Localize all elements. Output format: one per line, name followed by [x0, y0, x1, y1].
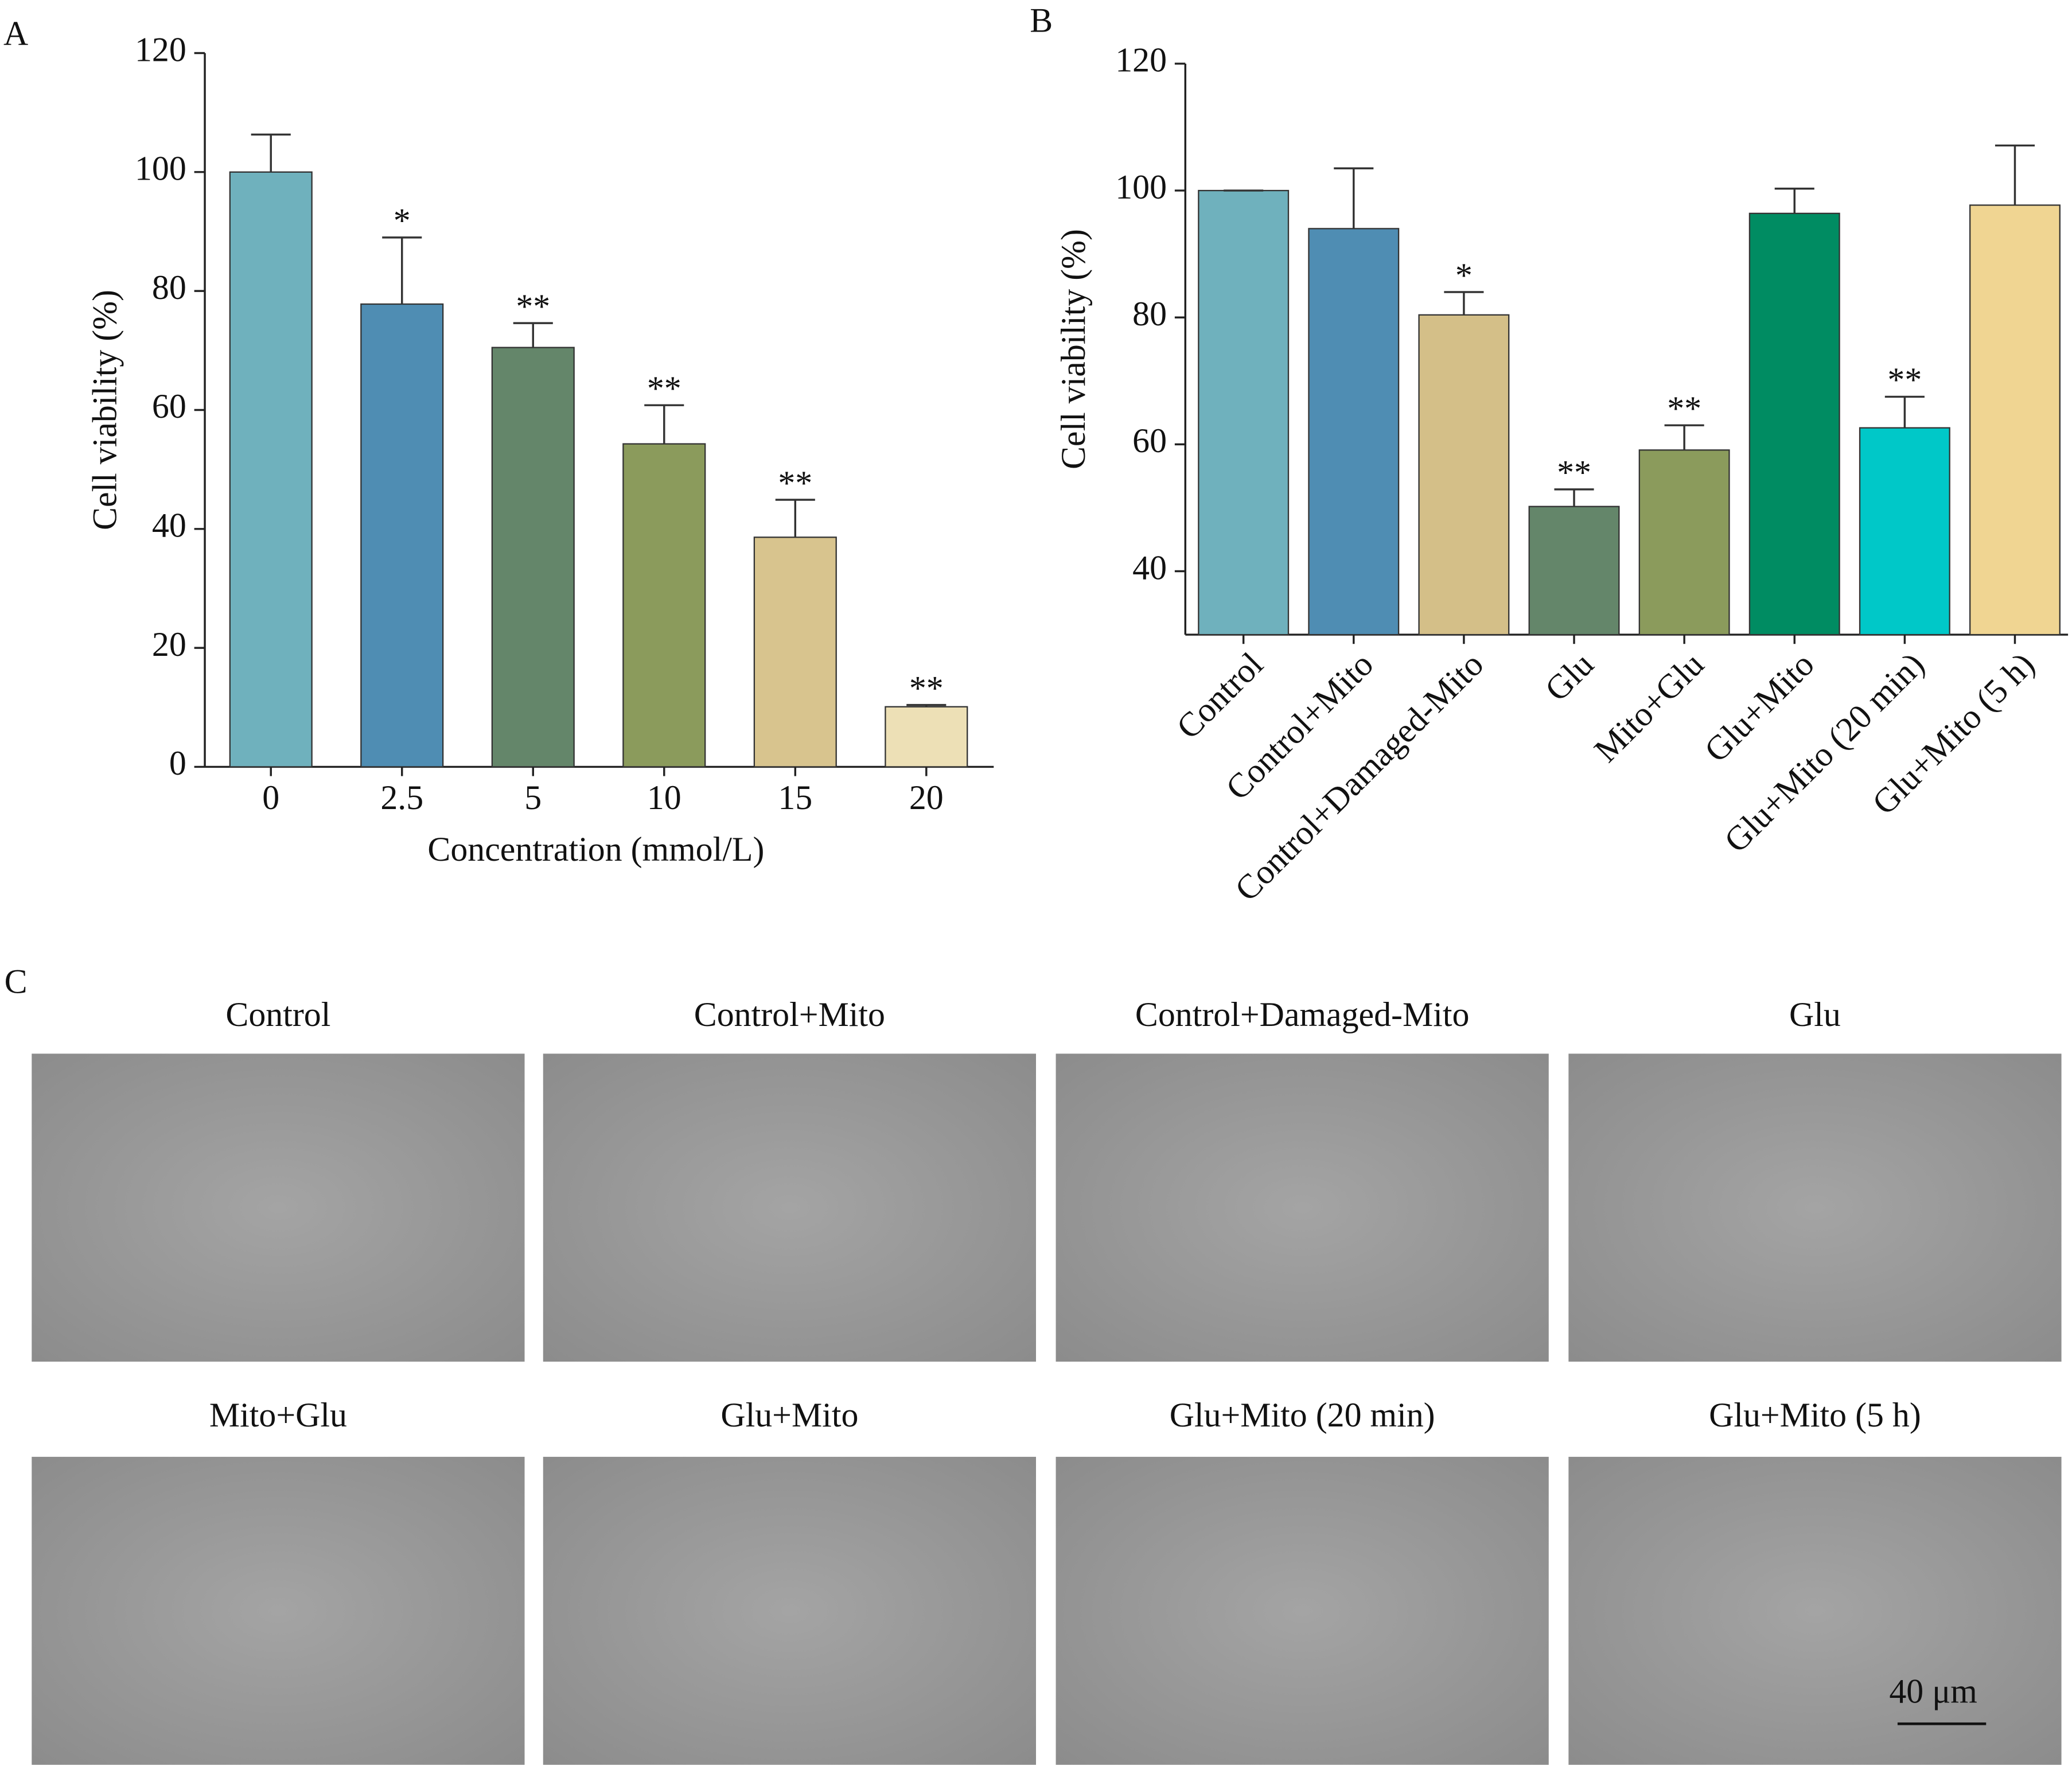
- micrograph-title: Mito+Glu: [209, 1396, 347, 1434]
- micrograph-title: Glu: [1789, 996, 1841, 1033]
- error-bar: [1664, 424, 1704, 450]
- x-tick-label: Mito+Glu: [1587, 645, 1711, 769]
- error-bar: [1995, 144, 2035, 205]
- micrograph-title: Glu+Mito: [720, 1396, 858, 1434]
- bar: [1969, 204, 2061, 636]
- bar: [1528, 506, 1620, 636]
- x-tick-label: 5: [524, 779, 542, 817]
- x-tick-label: 20: [909, 779, 944, 817]
- x-tick-label: 10: [647, 779, 681, 817]
- significance-mark: *: [394, 202, 411, 240]
- y-tick-label: 80: [152, 269, 186, 306]
- error-bar: [513, 322, 553, 348]
- bar: [1308, 228, 1400, 636]
- error-bar: [1554, 488, 1594, 507]
- micrograph: [32, 1456, 525, 1765]
- y-tick-label: 20: [152, 625, 186, 663]
- x-tick-label: Control: [1169, 645, 1270, 746]
- micrograph: [32, 1053, 525, 1362]
- bar: [753, 537, 837, 768]
- significance-mark: **: [647, 370, 681, 407]
- significance-mark: **: [516, 287, 550, 325]
- y-tick-label: 40: [1132, 549, 1167, 586]
- micrograph-title: Control+Damaged-Mito: [1135, 996, 1470, 1033]
- micrograph-title: Glu+Mito (20 min): [1170, 1396, 1435, 1434]
- error-bar: [251, 133, 291, 172]
- y-tick-label: 60: [152, 387, 186, 425]
- bar: [229, 171, 313, 768]
- error-bar: [1884, 395, 1925, 428]
- y-axis-label: Cell viability (%): [1054, 229, 1092, 469]
- micrograph: [543, 1456, 1036, 1765]
- micrograph-title: Control+Mito: [694, 996, 885, 1033]
- y-tick-label: 100: [1115, 168, 1167, 206]
- bar: [491, 347, 575, 768]
- x-axis-label: Concentration (mmol/L): [427, 830, 764, 868]
- error-bar: [1334, 167, 1374, 229]
- bar: [885, 706, 968, 768]
- error-bar: [1444, 291, 1484, 315]
- error-bar: [906, 703, 947, 707]
- micrograph: [1568, 1053, 2062, 1362]
- significance-mark: **: [1667, 390, 1701, 427]
- micrograph: [543, 1053, 1036, 1362]
- micrograph-title: Glu+Mito (5 h): [1709, 1396, 1921, 1434]
- x-tick-label: Glu+Mito (20 min): [1717, 645, 1931, 860]
- error-bar: [382, 236, 422, 304]
- error-bar: [644, 404, 684, 444]
- bar: [1638, 449, 1730, 636]
- bar: [1748, 212, 1840, 636]
- y-tick-label: 80: [1132, 295, 1167, 333]
- x-tick-label: 15: [778, 779, 812, 817]
- bar: [360, 303, 444, 768]
- scale-bar-label: 40 μm: [1889, 1672, 1977, 1710]
- error-bar: [775, 499, 815, 538]
- y-tick-label: 100: [135, 150, 186, 188]
- significance-mark: **: [1887, 361, 1922, 399]
- micrograph: [1056, 1456, 1549, 1765]
- x-tick-label: Glu: [1537, 645, 1600, 708]
- y-axis-label: Cell viability (%): [86, 290, 124, 530]
- significance-mark: **: [1557, 454, 1591, 492]
- y-tick-label: 40: [152, 507, 186, 545]
- micrograph: [1568, 1456, 2062, 1765]
- bar: [1198, 189, 1290, 636]
- significance-mark: **: [909, 669, 944, 707]
- micrograph-title: Control: [225, 996, 330, 1033]
- panel-label: C: [5, 962, 28, 1000]
- error-bar: [1774, 188, 1814, 213]
- y-tick-label: 60: [1132, 422, 1167, 460]
- panel-label: A: [3, 15, 28, 53]
- x-tick-label: 0: [262, 779, 279, 817]
- panel-label: B: [1030, 2, 1053, 40]
- x-tick-label: 2.5: [380, 779, 423, 817]
- bar: [1859, 427, 1950, 636]
- significance-mark: **: [778, 464, 812, 502]
- bar: [622, 443, 706, 768]
- bar: [1418, 314, 1510, 636]
- y-tick-label: 120: [1115, 41, 1167, 79]
- significance-mark: *: [1455, 256, 1473, 294]
- y-tick-label: 120: [135, 30, 186, 68]
- y-tick-label: 0: [169, 744, 186, 782]
- micrograph: [1056, 1053, 1549, 1362]
